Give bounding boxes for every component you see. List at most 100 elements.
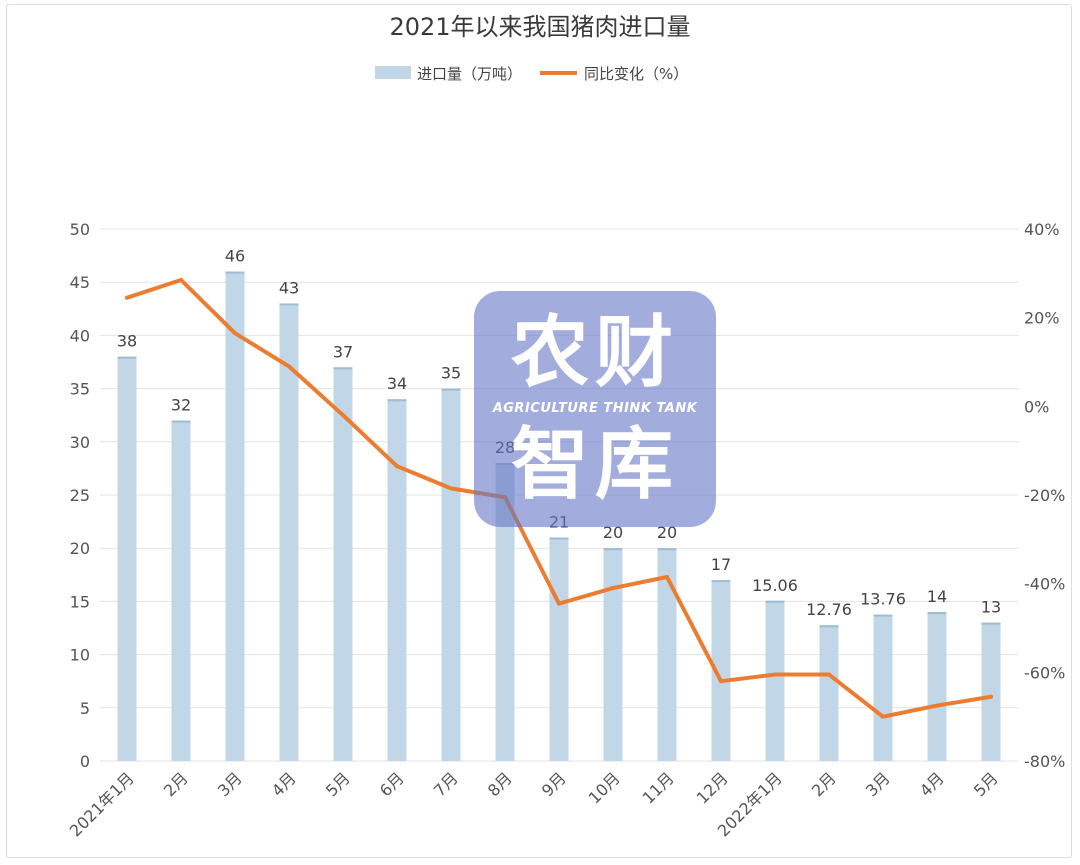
bar-data-label: 34 xyxy=(387,374,407,393)
y-left-tick-label: 20 xyxy=(70,539,90,558)
x-tick-label: 5月 xyxy=(322,768,354,800)
bar xyxy=(927,612,947,761)
y-right-tick-label: -20% xyxy=(1024,486,1065,505)
line-point xyxy=(611,586,615,591)
x-tick-label: 10月 xyxy=(585,768,624,807)
x-tick-label: 4月 xyxy=(916,768,948,800)
bar xyxy=(819,625,839,761)
bar xyxy=(279,303,299,761)
y-right-tick-label: -60% xyxy=(1024,663,1065,682)
y-left-tick-label: 35 xyxy=(70,380,90,399)
bar-top-edge xyxy=(765,600,785,603)
bar xyxy=(657,548,677,761)
line-point xyxy=(233,331,237,336)
legend-line-label: 同比变化（%） xyxy=(584,65,688,83)
bar xyxy=(603,548,623,761)
bar xyxy=(333,367,353,761)
y-right-tick-label: -40% xyxy=(1024,575,1065,594)
x-tick-label: 2月 xyxy=(808,768,840,800)
y-left-tick-label: 15 xyxy=(70,592,90,611)
bar xyxy=(387,399,407,761)
x-tick-label: 2月 xyxy=(160,768,192,800)
line-point xyxy=(449,486,453,491)
bar-top-edge xyxy=(387,399,407,402)
bar-data-label: 17 xyxy=(711,555,731,574)
bar xyxy=(117,356,137,761)
x-tick-label: 3月 xyxy=(862,768,894,800)
x-tick-label: 5月 xyxy=(970,768,1002,800)
y-left-tick-label: 25 xyxy=(70,486,90,505)
y-left-tick-label: 30 xyxy=(70,433,90,452)
bar-top-edge xyxy=(225,271,245,274)
watermark-line-2: AGRICULTURE THINK TANK xyxy=(492,401,698,416)
line-point xyxy=(989,694,993,699)
watermark-logo: 农财 AGRICULTURE THINK TANK 智库 xyxy=(474,291,716,527)
line-point xyxy=(773,672,777,677)
line-point xyxy=(827,672,831,677)
bar-top-edge xyxy=(171,420,191,423)
y-right-tick-label: 20% xyxy=(1024,309,1060,328)
y-left-tick-label: 45 xyxy=(70,273,90,292)
bar-top-edge xyxy=(981,622,1001,625)
bar-data-label: 38 xyxy=(117,332,137,351)
line-point xyxy=(287,364,291,369)
legend-bar-swatch xyxy=(375,66,411,79)
x-tick-label: 6月 xyxy=(376,768,408,800)
x-tick-label: 8月 xyxy=(484,768,516,800)
bar-data-label: 15.06 xyxy=(752,576,798,595)
x-tick-label: 11月 xyxy=(639,768,678,807)
bar-data-label: 14 xyxy=(927,587,947,606)
x-tick-label: 3月 xyxy=(214,768,246,800)
line-point xyxy=(557,601,561,606)
bar xyxy=(549,537,569,761)
chart-title: 2021年以来我国猪肉进口量 xyxy=(389,13,690,41)
bar-data-label: 20 xyxy=(603,523,623,542)
legend-bar-label: 进口量（万吨） xyxy=(417,65,522,83)
y-left-tick-label: 50 xyxy=(70,220,90,239)
bar-top-edge xyxy=(657,548,677,551)
bar-top-edge xyxy=(819,625,839,628)
y-left-tick-label: 10 xyxy=(70,646,90,665)
bar-data-label: 20 xyxy=(657,523,677,542)
bar xyxy=(495,463,515,761)
watermark-line-1: 农财 xyxy=(510,308,679,398)
x-tick-label: 12月 xyxy=(693,768,732,807)
y-left-tick-label: 5 xyxy=(80,699,90,718)
bar-data-label: 37 xyxy=(333,342,353,361)
x-tick-label: 7月 xyxy=(430,768,462,800)
bar-top-edge xyxy=(927,612,947,615)
y-right-tick-label: 0% xyxy=(1024,397,1049,416)
bar xyxy=(873,614,893,761)
line-point xyxy=(665,575,669,580)
line-point xyxy=(935,703,939,708)
bar-top-edge xyxy=(333,367,353,370)
bar-data-label: 13 xyxy=(981,598,1001,617)
bar xyxy=(711,580,731,761)
y-right-tick-label: -80% xyxy=(1024,752,1065,771)
x-tick-label: 9月 xyxy=(538,768,570,800)
bar-top-edge xyxy=(279,303,299,306)
y-left-tick-label: 0 xyxy=(80,752,90,771)
line-point xyxy=(719,679,723,684)
bar-top-edge xyxy=(441,388,461,391)
line-point xyxy=(125,295,129,300)
y-right-tick-label: 40% xyxy=(1024,220,1060,239)
line-point xyxy=(395,464,399,469)
bar-data-label: 13.76 xyxy=(860,590,906,609)
bar xyxy=(765,600,785,761)
watermark-line-3: 智库 xyxy=(510,420,679,510)
bar-top-edge xyxy=(711,580,731,583)
line-point xyxy=(179,277,183,282)
bar xyxy=(981,622,1001,761)
bar-data-label: 46 xyxy=(225,247,245,266)
bar xyxy=(171,420,191,761)
bar-top-edge xyxy=(549,537,569,540)
bar-data-label: 12.76 xyxy=(806,600,852,619)
line-point xyxy=(881,714,885,719)
bar xyxy=(225,271,245,761)
bar-top-edge xyxy=(603,548,623,551)
bar-data-label: 32 xyxy=(171,396,191,415)
bar-top-edge xyxy=(873,614,893,617)
y-left-tick-label: 40 xyxy=(70,326,90,345)
